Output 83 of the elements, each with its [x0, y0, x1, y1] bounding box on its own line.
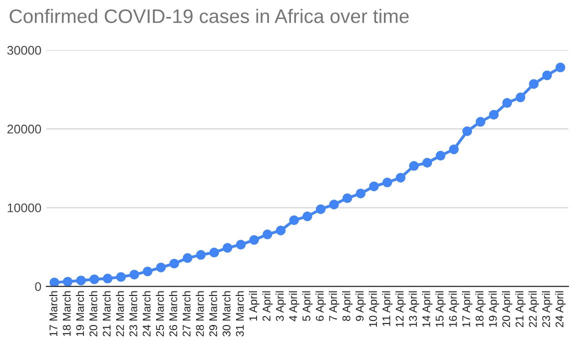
- x-tick-label: 30 March: [222, 291, 230, 336]
- x-tick-label: 8 April: [342, 291, 353, 321]
- point: [196, 250, 206, 260]
- point: [396, 172, 406, 183]
- x-tick-label: 10 April: [368, 291, 380, 327]
- point: [409, 161, 419, 171]
- point: [89, 274, 100, 284]
- x-tick-label: 12 April: [395, 291, 406, 327]
- point: [276, 226, 286, 236]
- x-tick-label: 2 April: [262, 291, 273, 321]
- point: [182, 253, 192, 263]
- point: [169, 258, 180, 268]
- x-tick-label: 18 April: [475, 291, 486, 327]
- x-tick-label: 27 March: [182, 291, 191, 336]
- x-tick-label: 5 April: [302, 291, 313, 322]
- point: [316, 204, 326, 214]
- point: [342, 193, 352, 204]
- x-tick-label: 22 April: [528, 291, 539, 328]
- x-tick-label: 23 April: [542, 291, 552, 328]
- x-tick-label: 1 April: [248, 291, 260, 321]
- point: [142, 266, 152, 276]
- point: [156, 262, 166, 272]
- point: [302, 211, 312, 222]
- point: [488, 110, 499, 120]
- point: [462, 126, 472, 136]
- x-tick-label: 21 April: [515, 291, 526, 328]
- x-tick-label: 4 April: [288, 291, 300, 322]
- point: [249, 235, 259, 245]
- point: [62, 276, 73, 286]
- point: [542, 70, 552, 80]
- x-tick-label: 24 March: [142, 291, 151, 336]
- point: [102, 274, 113, 284]
- x-tick-label: 16 April: [448, 291, 460, 327]
- x-tick-label: 6 April: [316, 291, 326, 321]
- point: [76, 276, 86, 286]
- x-tick-label: 13 April: [408, 291, 420, 327]
- point: [329, 200, 339, 210]
- point: [502, 98, 512, 108]
- point: [262, 230, 272, 240]
- x-tick-label: 3 April: [276, 291, 286, 322]
- x-tick-label: 20 March: [89, 291, 98, 336]
- point: [236, 240, 246, 250]
- point: [382, 178, 392, 188]
- x-tick-label: 29 March: [209, 291, 218, 336]
- x-tick-label: 23 March: [129, 291, 138, 336]
- point: [449, 144, 459, 154]
- point: [129, 270, 140, 280]
- x-tick-label: 26 March: [169, 291, 178, 336]
- y-tick-label: 10000: [8, 203, 42, 212]
- point: [50, 278, 60, 286]
- x-tick-label: 22 March: [116, 291, 124, 336]
- x-tick-label: 21 March: [102, 291, 111, 336]
- y-tick-label: 30000: [7, 46, 42, 55]
- point: [422, 158, 432, 168]
- x-tick-label: 14 April: [422, 291, 432, 327]
- x-tick-label: 19 March: [76, 291, 84, 336]
- point: [476, 116, 486, 127]
- x-tick-label: 24 April: [555, 291, 566, 328]
- point: [436, 150, 446, 161]
- x-tick-label: 31 March: [236, 291, 244, 336]
- chart-title: Confirmed COVID-19 cases in Africa over time: [10, 8, 409, 24]
- y-tick-label: 0: [35, 282, 42, 292]
- x-tick-label: 17 March: [49, 291, 58, 336]
- x-tick-label: 28 March: [196, 291, 204, 336]
- point: [516, 92, 526, 102]
- x-tick-label: 25 March: [156, 291, 164, 336]
- x-tick-label: 11 April: [382, 291, 392, 326]
- y-tick-label: 20000: [7, 124, 42, 134]
- point: [556, 62, 566, 72]
- x-tick-label: 20 April: [502, 291, 512, 328]
- x-tick-label: 9 April: [355, 291, 366, 321]
- point: [356, 188, 366, 198]
- point: [116, 272, 126, 282]
- x-tick-label: 17 April: [462, 291, 472, 327]
- x-tick-label: 7 April: [328, 291, 340, 321]
- point: [289, 215, 299, 226]
- x-tick-label: 15 April: [435, 291, 446, 327]
- x-tick-label: 18 March: [62, 291, 71, 336]
- point: [209, 248, 220, 258]
- x-tick-label: 19 April: [488, 291, 500, 327]
- point: [528, 79, 539, 89]
- point: [369, 182, 379, 192]
- point: [222, 242, 232, 253]
